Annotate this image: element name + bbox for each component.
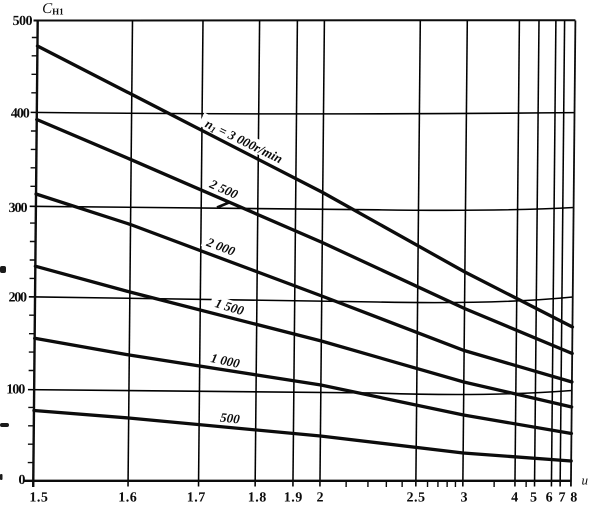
- svg-text:500: 500: [12, 14, 32, 29]
- svg-text:4: 4: [511, 491, 518, 506]
- svg-text:CH1: CH1: [42, 1, 64, 17]
- svg-text:6: 6: [546, 491, 553, 506]
- svg-text:500: 500: [219, 410, 241, 427]
- svg-text:1.9: 1.9: [284, 491, 303, 506]
- svg-text:5: 5: [530, 491, 537, 506]
- svg-text:3: 3: [460, 491, 467, 506]
- svg-text:200: 200: [9, 291, 28, 306]
- svg-text:8: 8: [570, 491, 577, 506]
- svg-text:u: u: [582, 473, 589, 488]
- svg-text:1.8: 1.8: [248, 491, 267, 506]
- svg-text:1.5: 1.5: [29, 491, 48, 506]
- svg-text:1.6: 1.6: [118, 491, 137, 506]
- svg-text:2: 2: [316, 491, 323, 506]
- svg-text:0: 0: [18, 473, 25, 488]
- svg-text:2.5: 2.5: [406, 491, 425, 506]
- svg-text:1 000: 1 000: [209, 350, 241, 371]
- svg-text:300: 300: [9, 201, 28, 216]
- svg-text:400: 400: [11, 107, 30, 122]
- svg-text:7: 7: [558, 491, 565, 506]
- svg-text:100: 100: [6, 383, 25, 398]
- svg-text:1.7: 1.7: [187, 491, 206, 506]
